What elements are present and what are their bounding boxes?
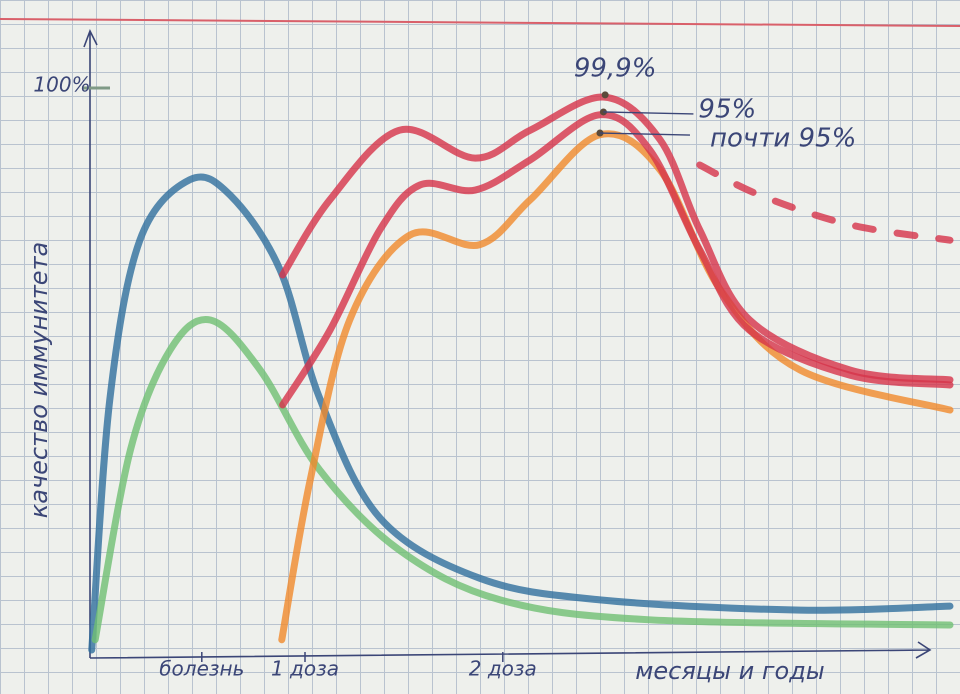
y-axis-label: качество иммунитета [25,242,53,519]
series-line [278,130,954,644]
x-axis [89,641,932,659]
x-axis-label: месяцы и годы [635,657,824,685]
series-line [88,173,954,654]
annotation: почти 95% [710,124,856,154]
annotation-point [601,91,609,99]
x-tick-label: 1 доза [271,657,339,681]
annotation-leader [603,111,694,115]
margin-line [0,18,960,27]
y-tick-label: 100% [33,73,90,97]
annotation: 95% [698,94,756,124]
x-tick-label: 2 доза [469,657,537,681]
x-tick-label: болезнь [159,657,244,681]
annotation-leader [599,132,690,136]
y-axis [83,29,98,658]
annotation: 99,9% [574,53,657,83]
series-line [91,315,954,644]
series-line [279,111,954,409]
series-line [696,161,954,244]
